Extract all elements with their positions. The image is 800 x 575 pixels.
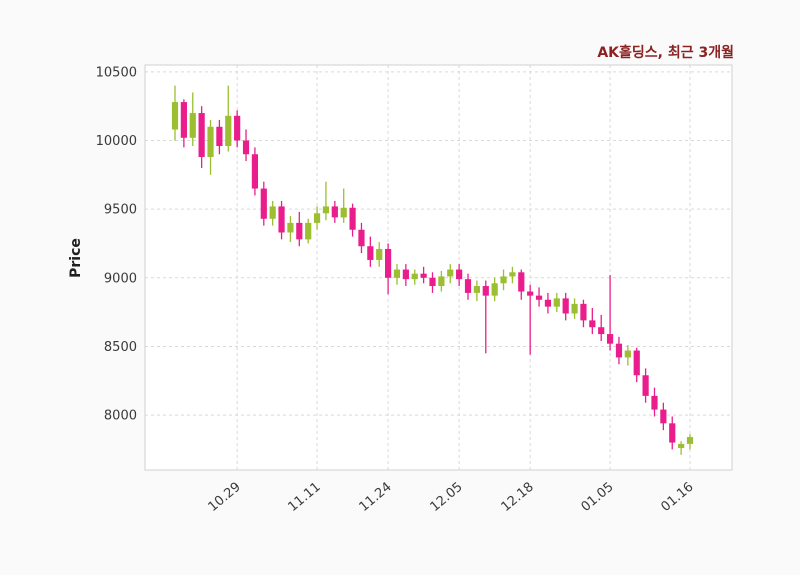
candle-body <box>598 327 605 335</box>
candle-body <box>260 188 267 219</box>
candle-body <box>180 102 187 138</box>
candle-body <box>447 269 454 277</box>
x-tick-label: 12.18 <box>499 480 537 515</box>
candle-body <box>642 375 649 396</box>
candle-body <box>438 276 445 287</box>
candle-body <box>527 291 534 296</box>
candle-body <box>251 154 259 189</box>
candle-body <box>234 115 241 141</box>
candle-body <box>562 298 569 314</box>
candle-body <box>269 206 276 219</box>
candle-body <box>678 443 685 449</box>
candle-body <box>464 279 472 293</box>
x-tick-label: 10.29 <box>206 480 244 515</box>
candle-body <box>171 102 179 130</box>
y-tick-label: 8000 <box>104 409 137 424</box>
candle-body <box>491 283 498 296</box>
candle-body <box>376 248 383 260</box>
y-tick-label: 10500 <box>96 65 137 80</box>
y-tick-label: 9000 <box>104 271 137 286</box>
plot-border <box>144 64 733 471</box>
candle-body <box>571 303 578 314</box>
x-tick-label: 01.16 <box>658 480 696 515</box>
y-tick-label: 9500 <box>104 203 137 218</box>
candle-body <box>633 350 640 376</box>
candle-body <box>660 409 667 424</box>
candle-body <box>624 350 631 358</box>
candle-body <box>509 272 516 277</box>
candle-body <box>367 246 374 260</box>
candles <box>171 85 694 455</box>
candle-body <box>651 395 658 410</box>
candle-body <box>589 320 596 328</box>
candle-body <box>313 213 321 223</box>
candle-body <box>544 299 552 307</box>
candle-body <box>456 269 463 280</box>
x-tick-label: 01.05 <box>579 480 617 515</box>
candle-body <box>482 286 489 296</box>
candle-body <box>296 222 303 240</box>
candle-body <box>606 334 614 344</box>
candle-body <box>358 229 365 247</box>
candle-body <box>349 207 356 230</box>
candle-body <box>385 248 392 278</box>
y-axis-label: Price <box>68 238 84 278</box>
candle-body <box>322 206 330 214</box>
candle-body <box>216 126 223 146</box>
plot-area <box>145 65 732 470</box>
candle-body <box>535 295 543 300</box>
candle-body <box>686 437 694 444</box>
candle-body <box>411 273 418 280</box>
candle-body <box>393 269 401 278</box>
plot-frame <box>144 64 733 471</box>
candle-body <box>518 272 525 292</box>
candle-body <box>189 113 196 138</box>
candle-body <box>402 269 409 280</box>
candle-body <box>429 277 436 287</box>
y-tick-label: 10000 <box>96 134 137 149</box>
candle-body <box>420 273 427 278</box>
candle-body <box>331 206 338 218</box>
chart-title: AK홀딩스, 최근 3개월 <box>597 44 734 61</box>
x-tick-label: 11.24 <box>357 480 395 515</box>
candle-body <box>580 303 587 321</box>
x-tick-label: 12.05 <box>428 480 466 515</box>
x-tick-labels: 10.29 11.11 11.24 12.05 12.18 01.05 01.16 <box>206 480 697 515</box>
candle-body <box>278 206 285 233</box>
candle-body <box>553 298 560 307</box>
candle-body <box>340 207 347 218</box>
candle-body <box>615 343 623 358</box>
candle-body <box>198 113 205 157</box>
y-tick-labels: 8000 8500 9000 9500 10000 10500 <box>96 65 137 423</box>
candle-body <box>473 286 480 293</box>
candle-body <box>242 140 250 155</box>
candle-body <box>207 126 214 157</box>
plot-background <box>145 65 732 470</box>
candle-body <box>669 423 676 443</box>
x-tick-label: 11.11 <box>285 480 323 515</box>
candle-body <box>225 115 232 146</box>
candle-body <box>500 276 507 284</box>
candle-body <box>305 222 312 240</box>
y-tick-label: 8500 <box>104 340 137 355</box>
candle-body <box>287 222 294 233</box>
